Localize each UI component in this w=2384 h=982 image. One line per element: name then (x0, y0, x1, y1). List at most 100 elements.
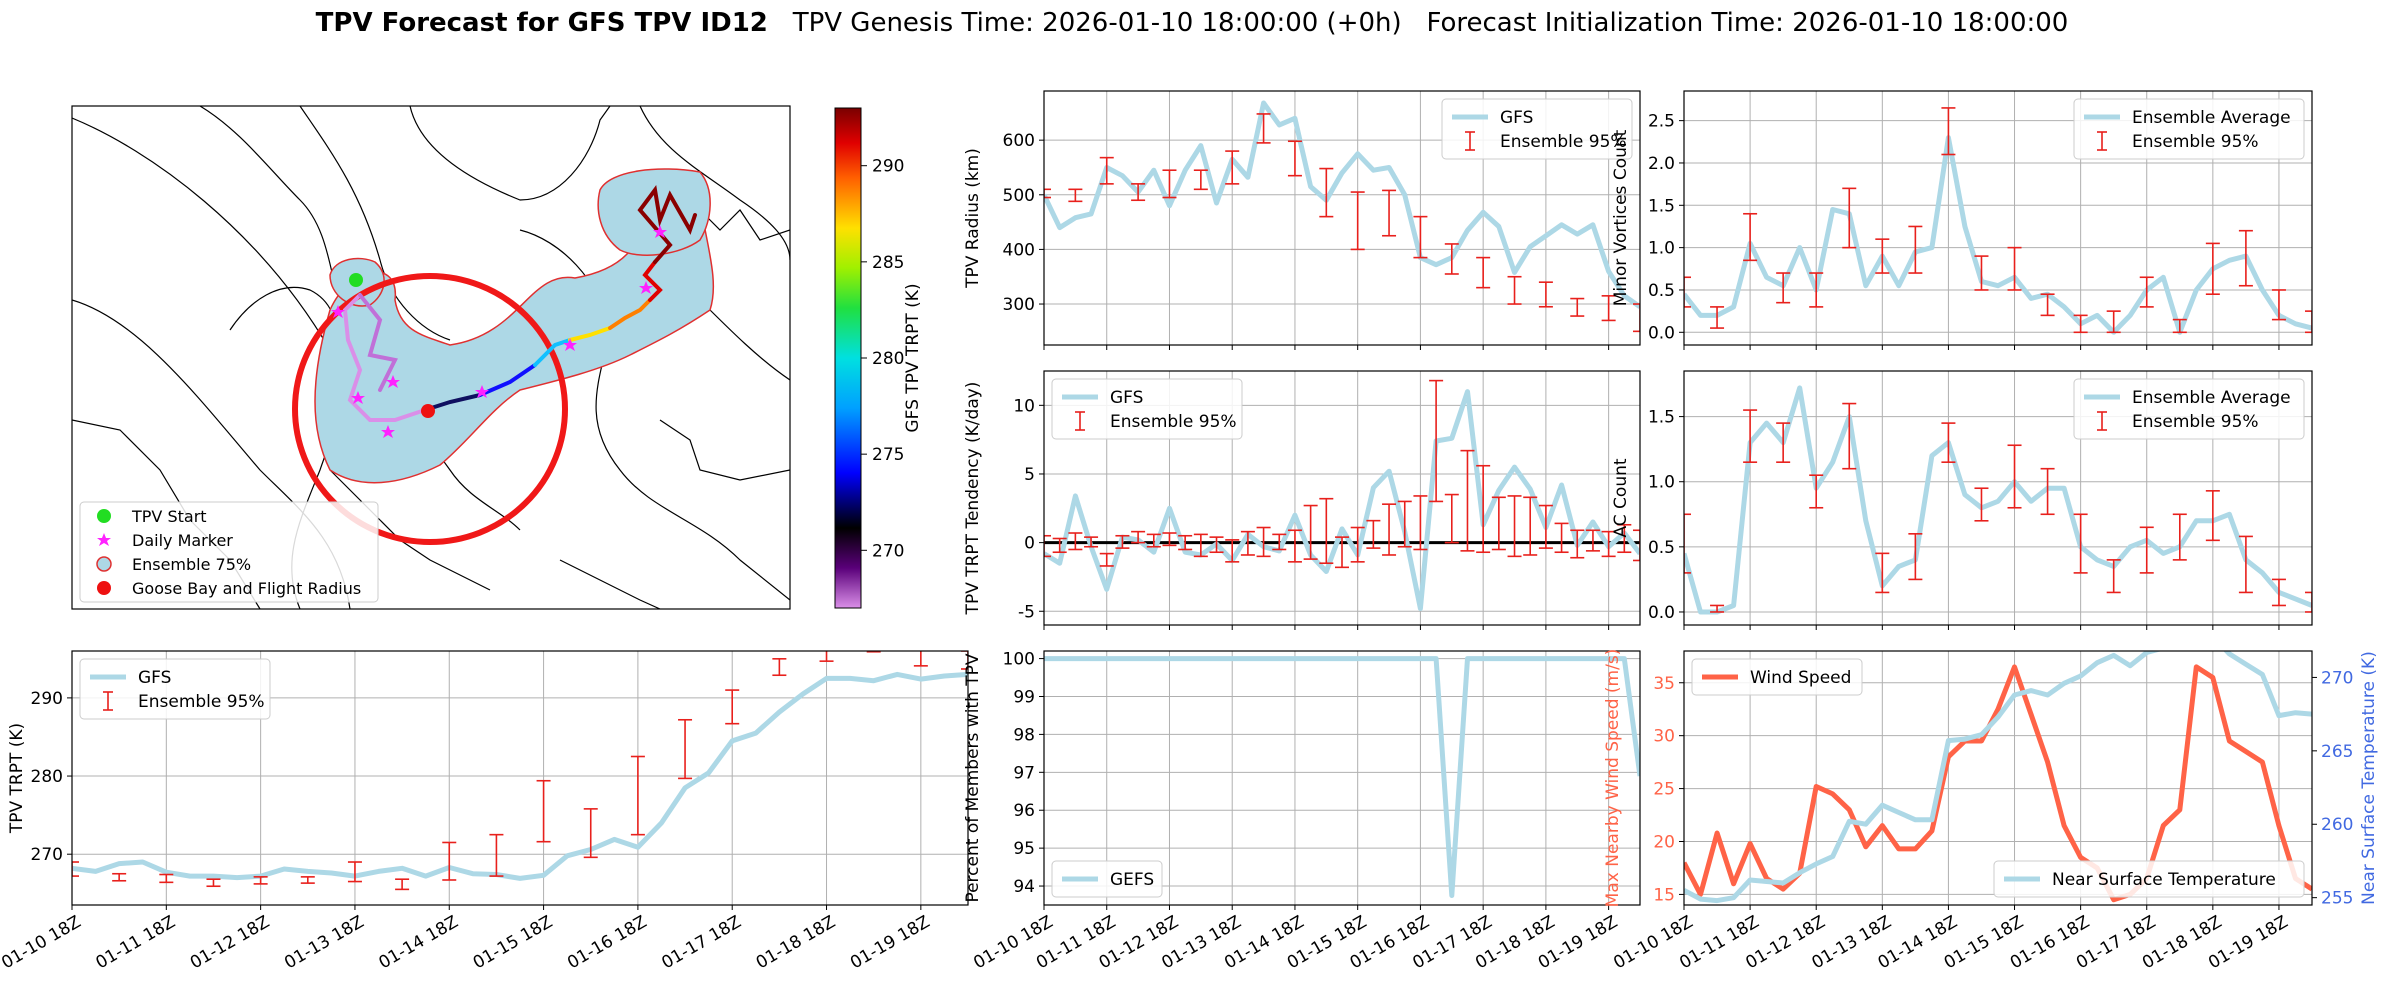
legend-label: GFS (1500, 108, 1533, 128)
y-tick-label: 2.5 (1648, 112, 1675, 132)
error-bar (1710, 604, 1725, 613)
y-tick-label: 5 (1024, 465, 1035, 485)
error-bar (489, 833, 504, 877)
error-bar (583, 808, 598, 859)
legend-box (1691, 658, 1863, 696)
figure-title-bold: TPV Forecast for GFS TPV ID12 (315, 8, 768, 38)
error-bar (1507, 495, 1522, 558)
y-tick-label: 95 (1013, 839, 1035, 859)
legend-box (2073, 378, 2305, 440)
error-bar (1684, 276, 1691, 308)
init-time: Forecast Initialization Time: 2026-01-10… (1426, 8, 2069, 38)
series-line-near-surface-temperature (1684, 651, 2312, 904)
colorbar-tick-label: 285 (872, 253, 904, 273)
error-bar (1225, 539, 1240, 563)
error-bar (1941, 107, 1956, 156)
error-bar (913, 651, 928, 667)
legend-label: Near Surface Temperature (2052, 870, 2276, 890)
error-bar (206, 878, 221, 888)
colorbar-gradient (834, 107, 862, 609)
y-tick-label: 10 (1013, 396, 1035, 416)
y-tick-label: 2.0 (1648, 154, 1675, 174)
chart-legend: GEFS (1051, 860, 1163, 898)
error-bar (347, 861, 362, 883)
error-bar (1413, 495, 1428, 551)
y-tick-label: 0.0 (1648, 323, 1675, 343)
legend-label: Ensemble 95% (138, 692, 265, 712)
legend-start-icon (97, 509, 111, 523)
y-right-tick-label: 270 (2321, 668, 2353, 688)
y-axis-label: TPV TRPT (K) (7, 723, 27, 834)
error-bar (2238, 229, 2253, 287)
error-bar (1146, 533, 1161, 548)
error-bar (1776, 422, 1791, 463)
x-tick-label: 01-16 18Z (564, 912, 650, 973)
y-right-tick-label: 265 (2321, 742, 2353, 762)
y-axis-label: TPV TRPT Tendency (K/day) (963, 382, 983, 616)
error-bar (1875, 552, 1890, 594)
y-tick-label: 300 (1003, 295, 1035, 315)
y-tick-label: 600 (1003, 131, 1035, 151)
error-bar (1974, 487, 1989, 522)
error-bar (1131, 183, 1146, 202)
error-bar (1809, 272, 1824, 308)
y-tick-label: 0.0 (1648, 603, 1675, 623)
legend-start-label: TPV Start (131, 507, 207, 526)
legend-box (79, 658, 271, 720)
y-axis-label: Max Nearby Wind Speed (m/s) (1603, 649, 1623, 908)
error-bar (2007, 444, 2022, 509)
minor-vortices-chart: 0.0 0.5 1.0 1.5 2.0 2.5 Minor Vortices Count En… (1611, 90, 2313, 350)
error-bar (1633, 529, 1640, 562)
y-tick-label: 20 (1653, 833, 1675, 853)
error-bar (2106, 310, 2121, 334)
error-bar (725, 689, 740, 725)
daily-markers (331, 225, 667, 438)
error-bar (1444, 243, 1459, 275)
legend-box (1051, 378, 1243, 440)
colorbar-tick-label: 280 (872, 349, 904, 369)
y-tick-label: 280 (31, 767, 63, 787)
error-bar (1303, 504, 1318, 560)
x-tick-label: 01-12 18Z (187, 912, 273, 973)
chart-legend: GFS Ensemble 95% (1441, 98, 1633, 160)
error-bar (72, 861, 79, 877)
colorbar-tick-label: 275 (872, 445, 904, 465)
y-tick-label: 100 (1003, 650, 1035, 670)
error-bar (1776, 272, 1791, 304)
y-axis-label: TPV Radius (km) (963, 148, 983, 289)
colorbar-label: GFS TPV TRPT (K) (903, 283, 923, 432)
legend-daily-label: Daily Marker (132, 531, 233, 550)
error-bar (2305, 310, 2312, 334)
error-bar (2271, 289, 2286, 321)
chart-legend: Near Surface Temperature (1993, 860, 2305, 898)
legend-errorbar-icon (2097, 411, 2107, 431)
error-bar (1397, 500, 1412, 548)
y-right-axis-label: Near Surface Temperature (K) (2359, 651, 2379, 905)
error-bar (2172, 513, 2187, 561)
daily-marker (475, 385, 489, 398)
y-tick-label: 99 (1013, 687, 1035, 707)
error-bar (1099, 156, 1114, 185)
error-bar (2040, 293, 2055, 317)
legend-label: Ensemble Average (2132, 388, 2291, 408)
error-bar (1209, 536, 1224, 554)
series-line-wind-speed (1684, 664, 2312, 903)
error-bar (1941, 422, 1956, 463)
error-bar (2040, 467, 2055, 516)
series-line-gfs (1044, 100, 1640, 309)
error-bar (630, 755, 645, 836)
error-bar (1444, 493, 1459, 544)
daily-marker (653, 225, 667, 238)
y-tick-label: 1.0 (1648, 473, 1675, 493)
chart-legend: GFS Ensemble 95% (1051, 378, 1243, 440)
error-bar (1842, 187, 1857, 249)
y-tick-label: 0 (1024, 534, 1035, 554)
error-bar (395, 878, 410, 891)
error-bar (1256, 113, 1271, 144)
error-bar (1743, 409, 1758, 463)
legend-errorbar-icon (1465, 131, 1475, 151)
y-tick-label: 1.5 (1648, 408, 1675, 428)
colorbar: 270 275 280 285 290 GFS TPV TRPT (K) (834, 107, 923, 609)
